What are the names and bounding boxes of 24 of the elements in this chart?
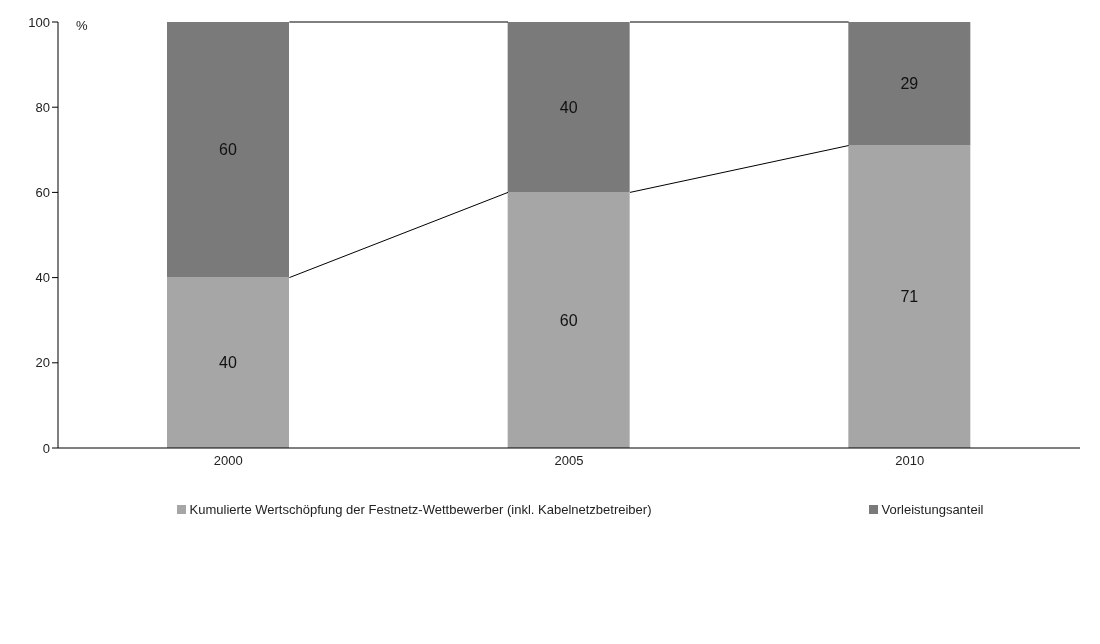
data-label: 40	[559, 98, 578, 116]
data-label: 29	[900, 75, 919, 93]
y-axis-title: %	[76, 18, 88, 33]
y-tick-label: 60	[35, 185, 50, 201]
y-tick-label: 100	[28, 14, 50, 30]
y-tick-label: 20	[35, 355, 50, 371]
y-tick-label: 80	[35, 99, 50, 115]
y-tick-label: 0	[42, 440, 50, 456]
x-tick-label: 2000	[213, 453, 243, 469]
x-tick-label: 2010	[895, 453, 925, 469]
bar	[848, 22, 971, 146]
bar	[507, 22, 630, 193]
data-label: 60	[559, 311, 578, 329]
bar	[167, 22, 289, 278]
y-tick-label: 40	[35, 270, 50, 286]
data-label: 60	[219, 141, 237, 159]
data-label: 71	[900, 288, 919, 306]
bar	[167, 277, 289, 448]
bar	[507, 192, 630, 448]
legend-label: Kumulierte Wertschöpfung der Festnetz-Wettbewerber (inkl. Kabelnetzbetreiber)	[188, 502, 652, 517]
data-label: 40	[219, 354, 237, 372]
x-tick-label: 2005	[554, 453, 584, 469]
legend-label: Vorleistungsanteil	[880, 502, 984, 517]
bar	[848, 145, 971, 448]
